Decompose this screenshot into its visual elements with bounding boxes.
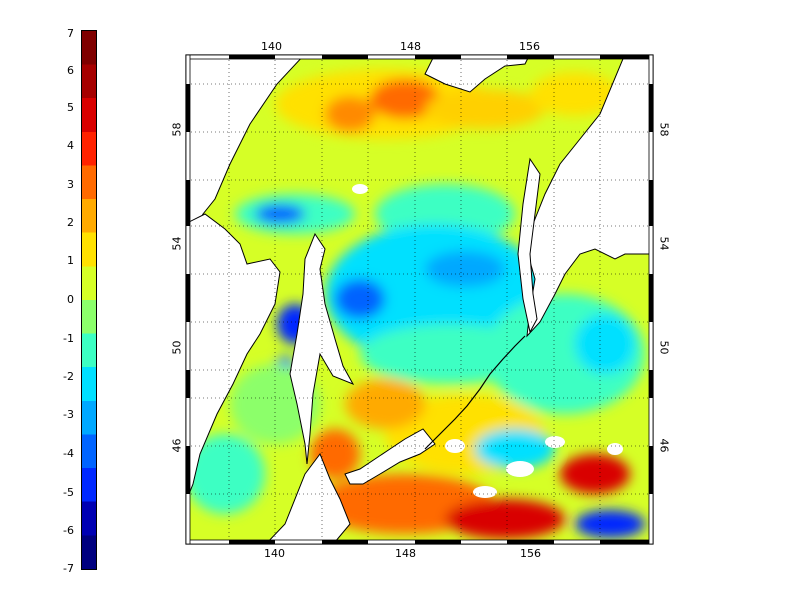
colorbar-tick: -7: [63, 562, 74, 575]
colorbar-tick: 6: [67, 64, 74, 77]
anomaly-patch: [425, 89, 545, 129]
lat-tick-left: 58: [170, 122, 184, 137]
anomaly-patch: [325, 96, 375, 132]
colorbar-tick: 4: [67, 139, 74, 152]
missing-data-patch: [545, 436, 565, 448]
anomaly-patch: [335, 279, 385, 319]
anomaly-patch: [425, 251, 505, 287]
map-border: [185, 54, 654, 545]
graticule: [187, 56, 652, 543]
colorbar-tick: -5: [63, 486, 74, 499]
land-north-coast: [424, 56, 530, 93]
colorbar: [81, 30, 97, 570]
lon-tick-top: 148: [400, 40, 421, 53]
missing-data-patch: [352, 184, 368, 194]
anomaly-patch: [445, 499, 565, 539]
lat-tick-right: 54: [657, 236, 671, 251]
colorbar-tick: -4: [63, 447, 74, 460]
land-kamchatka-west-coast: [517, 157, 541, 334]
colorbar-tick: -1: [63, 332, 74, 345]
anomaly-patch: [575, 314, 635, 374]
anomaly-patch: [255, 204, 305, 224]
colorbar-tick: 5: [67, 101, 74, 114]
colorbar-tick: 7: [67, 27, 74, 40]
anomaly-patch: [560, 454, 630, 494]
colorbar-tick: 3: [67, 178, 74, 191]
lon-tick-bottom: 156: [520, 547, 541, 560]
colorbar-tick: -2: [63, 370, 74, 383]
lat-tick-right: 46: [657, 438, 671, 453]
land-sakhalin: [289, 232, 355, 465]
colorbar-tick: -6: [63, 524, 74, 537]
land-hokkaido: [266, 452, 351, 543]
lon-tick-top: 140: [261, 40, 282, 53]
missing-data-patch: [607, 443, 623, 455]
kuril-islands-chain: [424, 335, 526, 450]
anomaly-patch: [187, 434, 265, 514]
map-plot: [185, 54, 654, 545]
missing-data-patch: [506, 461, 534, 477]
lat-tick-left: 50: [170, 340, 184, 355]
lat-tick-left: 46: [170, 438, 184, 453]
missing-data-patch: [473, 486, 497, 498]
colorbar-tick: 0: [67, 293, 74, 306]
anomaly-patch: [475, 429, 555, 469]
anomaly-patch: [345, 379, 425, 429]
lon-tick-top: 156: [519, 40, 540, 53]
lon-tick-bottom: 148: [395, 547, 416, 560]
lat-tick-right: 50: [657, 340, 671, 355]
lon-tick-bottom: 140: [264, 547, 285, 560]
anomaly-patch: [530, 72, 620, 116]
land-kuril-arc: [344, 428, 436, 485]
colorbar-ticks: 7 6 5 4 3 2 1 0 -1 -2 -3 -4 -5 -6 -7: [0, 0, 80, 600]
lat-tick-left: 54: [170, 236, 184, 251]
colorbar-tick: -3: [63, 408, 74, 421]
anomaly-patch: [370, 79, 440, 119]
anomaly-patch: [575, 510, 645, 538]
land-kamchatka: [524, 56, 652, 338]
map-frame: [185, 54, 654, 545]
colorbar-tick: 2: [67, 216, 74, 229]
colorbar-tick: 1: [67, 254, 74, 267]
lat-tick-right: 58: [657, 122, 671, 137]
landmasses: [187, 56, 652, 543]
land-mainland-west: [187, 213, 281, 501]
